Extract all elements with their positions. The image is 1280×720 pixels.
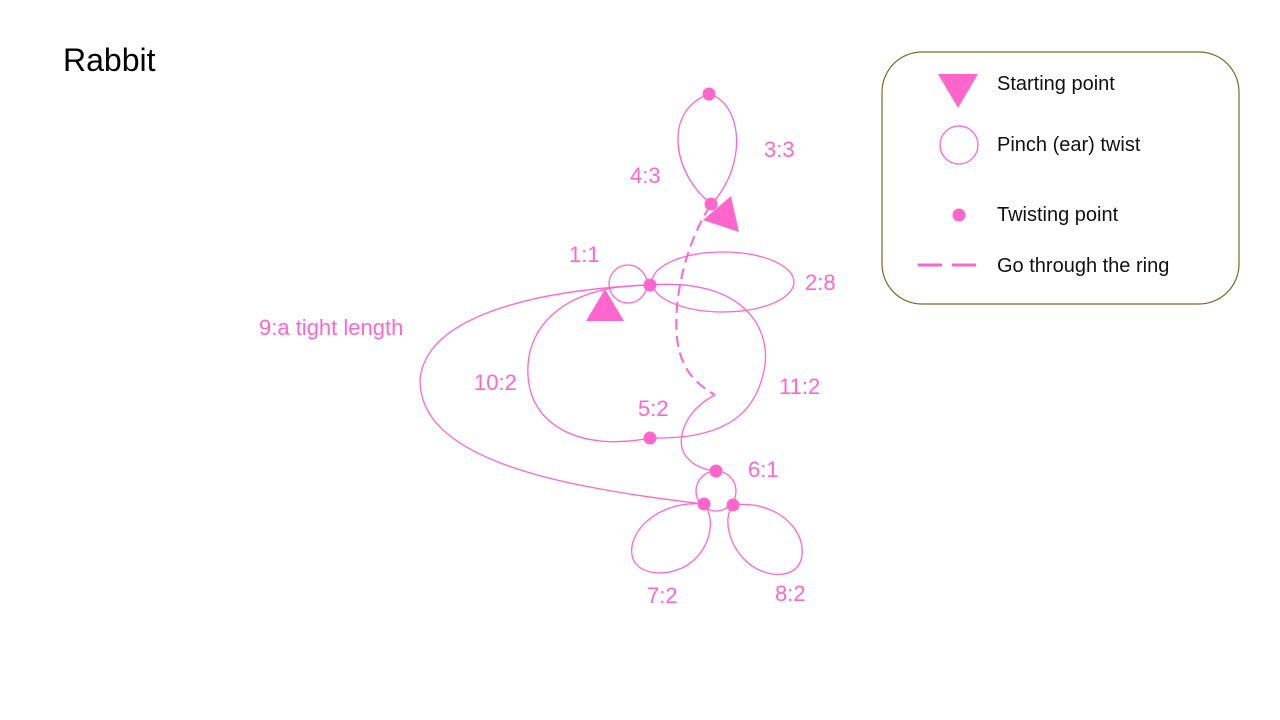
twisting-point-5: [643, 431, 657, 445]
segment-10-loop: [527, 284, 651, 443]
legend-box: [881, 51, 1240, 305]
legend: Starting point Pinch (ear) twist Twistin…: [881, 51, 1240, 305]
label-5: 5:2: [638, 396, 669, 421]
segment-11-loop: [649, 283, 767, 439]
twisting-point-top: [702, 87, 716, 101]
pinch-twist-1: [608, 264, 648, 304]
legend-starting-point-label: Starting point: [997, 73, 1115, 95]
twisting-point-center: [643, 278, 657, 292]
page-title: Rabbit: [63, 42, 156, 78]
label-8: 8:2: [775, 581, 806, 606]
legend-twisting-point-label: Twisting point: [997, 204, 1119, 226]
segment-5-6-connector: [680, 394, 717, 472]
segment-8-loop: [727, 503, 803, 576]
segment-7-loop: [631, 503, 711, 574]
starting-point-triangle: [586, 289, 624, 321]
segment-2-loop: [651, 251, 795, 313]
twisting-point-6: [709, 464, 723, 478]
go-through-ring-path: [675, 205, 716, 396]
label-7: 7:2: [647, 583, 678, 608]
segment-9-loop: [419, 284, 705, 505]
legend-starting-point-icon: [938, 74, 978, 108]
label-3: 3:3: [764, 137, 795, 162]
label-1: 1:1: [569, 242, 600, 267]
label-11: 11:2: [779, 374, 820, 399]
label-10: 10:2: [474, 370, 517, 395]
label-2: 2:8: [805, 270, 836, 295]
twisting-point-7: [697, 497, 711, 511]
label-9: 9:a tight length: [259, 315, 403, 340]
label-6: 6:1: [748, 457, 779, 482]
legend-go-through-label: Go through the ring: [997, 255, 1169, 277]
label-4: 4:3: [630, 163, 661, 188]
direction-arrow-triangle: [703, 196, 739, 232]
twisting-point-8: [726, 498, 740, 512]
twisting-point-head: [704, 197, 718, 211]
segment-3-4-loop: [677, 93, 738, 205]
legend-pinch-twist-icon: [939, 125, 979, 165]
legend-pinch-twist-label: Pinch (ear) twist: [997, 134, 1141, 156]
legend-twisting-point-icon: [952, 208, 966, 222]
